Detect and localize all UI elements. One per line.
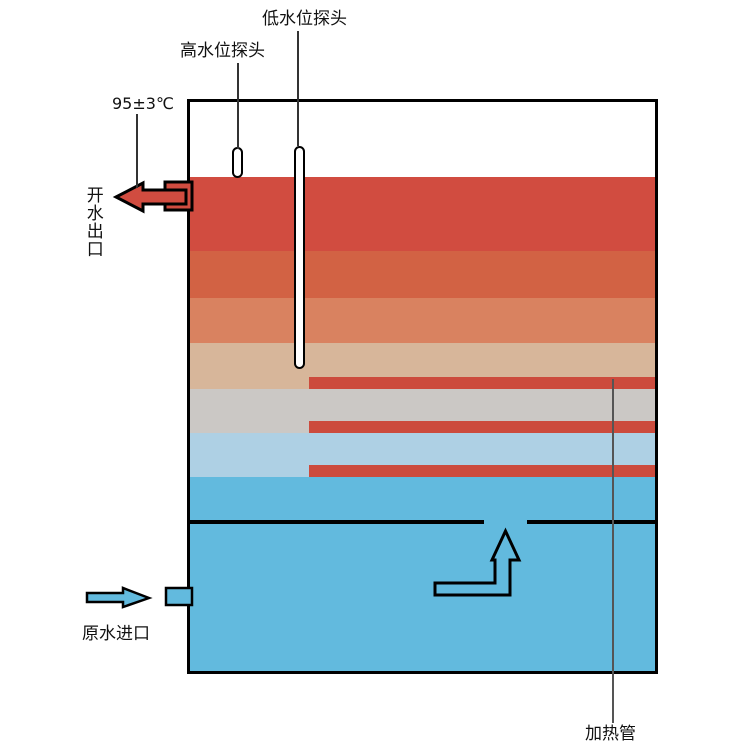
boiling-water-outlet-label: 开水出口 bbox=[82, 186, 103, 258]
water-layer-hottest bbox=[190, 177, 655, 251]
baffle-plate-left bbox=[190, 520, 484, 524]
leader-line-heater bbox=[612, 379, 614, 723]
raw-water-inlet-label: 原水进口 bbox=[82, 624, 150, 644]
leader-line-low-probe bbox=[297, 31, 299, 146]
water-layer-3 bbox=[190, 298, 655, 343]
water-layer-cold bbox=[190, 477, 655, 671]
leader-line-temperature bbox=[136, 114, 138, 188]
heating-tube-2 bbox=[309, 421, 655, 433]
baffle-plate-right bbox=[527, 520, 655, 524]
leader-line-high-probe bbox=[237, 63, 239, 149]
right-arrow-icon bbox=[85, 586, 153, 609]
heating-tube-3 bbox=[309, 465, 655, 477]
high-water-probe-label: 高水位探头 bbox=[180, 41, 265, 61]
water-layer-2 bbox=[190, 251, 655, 298]
temperature-label: 95±3℃ bbox=[112, 94, 174, 113]
heating-tube-label: 加热管 bbox=[585, 724, 636, 744]
left-arrow-icon bbox=[112, 180, 188, 214]
low-water-level-probe bbox=[294, 146, 305, 369]
tank-body bbox=[187, 99, 658, 674]
high-water-level-probe bbox=[232, 147, 243, 178]
low-water-probe-label: 低水位探头 bbox=[262, 9, 347, 29]
heating-tube-1 bbox=[309, 377, 655, 389]
